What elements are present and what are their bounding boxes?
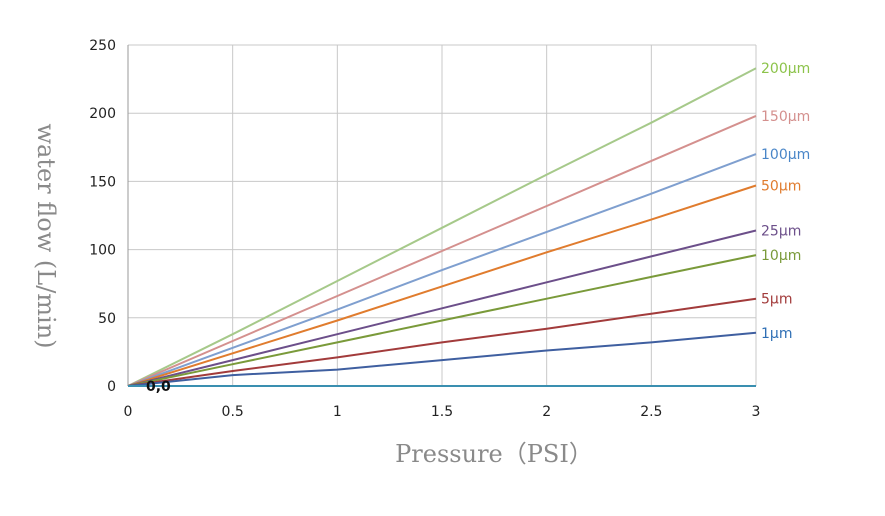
- series-labels: 200µm 150µm 100µm 50µm 25µm 10µm 5µm 1µm: [761, 61, 810, 342]
- series-label-5um: 5µm: [761, 292, 792, 308]
- x-axis-title: Pressure（PSI）: [395, 440, 593, 468]
- series-label-50um: 50µm: [761, 178, 801, 194]
- series-line-100um: [127, 153, 757, 387]
- y-tick-label: 50: [98, 311, 116, 327]
- y-tick-label: 100: [89, 243, 116, 259]
- y-tick-label: 200: [89, 106, 116, 122]
- series-label-200um: 200µm: [761, 61, 810, 77]
- series-label-25um: 25µm: [761, 224, 801, 240]
- grid: [128, 44, 757, 386]
- x-tick-label: 2.5: [640, 404, 662, 420]
- series-label-1um: 1µm: [761, 326, 792, 342]
- series-line-200um: [127, 67, 757, 387]
- x-tick-label: 2: [542, 404, 551, 420]
- x-tick-label: 0: [124, 404, 133, 420]
- origin-annotation: 0,0: [146, 379, 171, 395]
- y-tick-label: 0: [107, 379, 116, 395]
- x-tick-label: 0.5: [222, 404, 244, 420]
- series-line-50um: [127, 184, 757, 387]
- y-axis-title: water flow (L/min): [32, 123, 60, 348]
- x-tick-label: 1: [333, 404, 342, 420]
- series-line-1um: [127, 331, 757, 387]
- y-tick-label: 150: [89, 174, 116, 190]
- series-line-10um: [127, 254, 757, 387]
- x-tick-label: 3: [752, 404, 761, 420]
- series-label-150um: 150µm: [761, 109, 810, 125]
- y-tick-label: 250: [89, 38, 116, 54]
- axes: 0 0.5 1 1.5 2 2.5 3 0 50 100 150 200 250: [89, 38, 760, 420]
- series-label-100um: 100µm: [761, 147, 810, 163]
- series-lines: [127, 67, 757, 387]
- series-label-10um: 10µm: [761, 248, 801, 264]
- series-line-25um: [127, 229, 757, 387]
- series-line-150um: [127, 114, 757, 387]
- x-tick-label: 1.5: [431, 404, 453, 420]
- series-line-5um: [127, 297, 757, 387]
